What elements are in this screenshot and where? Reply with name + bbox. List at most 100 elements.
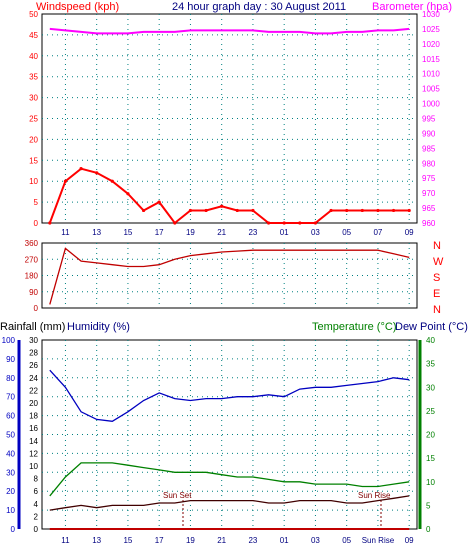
rain-y-tick-label: 6	[34, 487, 39, 496]
sunrise-label: Sun Rise	[358, 491, 391, 500]
windspeed-point	[126, 192, 130, 196]
humidity-y-tick-label: 90	[6, 355, 15, 364]
temp-y-tick-label: 5	[426, 501, 431, 510]
windspeed-point	[204, 208, 208, 213]
dew-title: Dew Point (°C)	[395, 321, 468, 333]
rain-y-tick-label: 0	[34, 525, 39, 534]
thermo-x-tick-label: 19	[186, 536, 195, 545]
rain-y-tick-label: 10	[29, 462, 38, 471]
thermo-x-tick-label: 01	[280, 536, 289, 545]
windspeed-point	[313, 221, 318, 225]
wind-y-tick-label: 35	[29, 73, 38, 82]
temp-y-tick-label: 20	[426, 431, 435, 440]
wind-y-tick-label: 40	[29, 52, 38, 61]
humidity-y-tick-label: 70	[6, 393, 15, 402]
windspeed-point	[220, 204, 224, 208]
temp-y-tick-label: 10	[426, 478, 435, 487]
wind-x-tick-label: 01	[280, 228, 289, 237]
rain-y-tick-label: 18	[29, 412, 38, 421]
humidity-y-tick-label: 80	[6, 374, 15, 383]
windspeed-point	[391, 208, 396, 213]
temp-y-tick-label: 0	[426, 525, 431, 534]
thermo-x-tick-label: 13	[92, 536, 101, 545]
windspeed-point	[48, 221, 52, 225]
dewpoint-line	[49, 495, 410, 511]
rain-y-tick-label: 20	[29, 399, 38, 408]
wind-x-tick-label: 03	[311, 228, 320, 237]
thermo-x-tick-label: 05	[342, 536, 351, 545]
baro-y-tick-label: 1000	[422, 100, 440, 109]
humidity-title: Humidity (%)	[67, 321, 130, 333]
baro-y-tick-label: 990	[422, 129, 436, 138]
rain-y-tick-label: 12	[29, 449, 38, 458]
baro-y-tick-label: 960	[422, 219, 436, 228]
rain-y-tick-label: 30	[29, 336, 38, 345]
windspeed-point	[360, 208, 364, 213]
direction-line	[49, 247, 410, 305]
windspeed-point	[376, 208, 380, 213]
rain-y-tick-label: 22	[29, 386, 38, 395]
wind-x-tick-label: 19	[186, 228, 195, 237]
temp-y-tick-label: 15	[426, 454, 435, 463]
wind-plot-frame	[41, 13, 418, 224]
temp-y-tick-label: 30	[426, 383, 435, 392]
rain-y-tick-label: 2	[34, 512, 39, 521]
humidity-y-tick-label: 0	[11, 525, 16, 534]
date-title: 24 hour graph day : 30 August 2011	[172, 1, 346, 13]
windspeed-point	[157, 200, 161, 204]
windspeed-point	[188, 208, 193, 213]
dir-y-tick-label: 90	[29, 288, 38, 297]
baro-y-tick-label: 1005	[422, 85, 440, 94]
temperature-line	[49, 462, 410, 497]
humidity-y-tick-label: 10	[6, 506, 15, 515]
windspeed-point	[266, 221, 271, 225]
temp-title: Temperature (°C)	[312, 321, 396, 333]
windspeed-point	[298, 221, 302, 225]
sunset-label: Sun Set	[163, 491, 192, 500]
wind-y-tick-label: 20	[29, 135, 38, 144]
compass-e: E	[433, 288, 440, 300]
compass-s: S	[433, 272, 440, 284]
thermo-x-tick-label: 11	[61, 536, 70, 545]
windspeed-point	[110, 179, 114, 183]
humidity-line	[49, 369, 410, 422]
thermo-x-tick-label: 09	[405, 536, 414, 545]
humidity-y-tick-label: 100	[2, 336, 16, 345]
direction-plot-frame	[41, 242, 418, 309]
baro-y-tick-label: 1015	[422, 55, 440, 64]
wind-y-tick-label: 30	[29, 94, 38, 103]
temp-y-tick-label: 40	[426, 336, 435, 345]
baro-y-tick-label: 995	[422, 115, 436, 124]
windspeed-point	[79, 167, 83, 171]
windspeed-point	[141, 208, 146, 213]
windspeed-point	[173, 221, 177, 225]
wind-x-tick-label: 23	[248, 228, 257, 237]
wind-x-tick-label: 21	[217, 228, 226, 237]
baro-y-tick-label: 980	[422, 159, 436, 168]
baro-y-tick-label: 1010	[422, 70, 440, 79]
baro-y-tick-label: 975	[422, 174, 436, 183]
thermo-x-tick-label: 21	[217, 536, 226, 545]
temp-y-tick-label: 35	[426, 360, 435, 369]
windspeed-point	[63, 179, 68, 183]
windspeed-point	[329, 208, 333, 213]
wind-x-tick-label: 07	[373, 228, 382, 237]
humidity-y-tick-label: 50	[6, 431, 15, 440]
wind-x-tick-label: 17	[155, 228, 164, 237]
rain-y-tick-label: 24	[29, 374, 38, 383]
thermo-x-tick-label: 15	[123, 536, 132, 545]
thermo-x-tick-label: Sun Rise	[362, 536, 395, 545]
dir-y-tick-label: 180	[25, 272, 39, 281]
windspeed-point	[235, 208, 239, 213]
baro-y-tick-label: 1025	[422, 25, 440, 34]
rain-y-tick-label: 14	[29, 437, 38, 446]
rain-y-tick-label: 26	[29, 361, 38, 370]
rain-y-tick-label: 8	[34, 475, 39, 484]
wind-x-tick-label: 09	[405, 228, 414, 237]
baro-y-tick-label: 1030	[422, 10, 440, 19]
windspeed-point	[95, 171, 99, 175]
wind-y-tick-label: 5	[34, 198, 39, 207]
dir-y-tick-label: 270	[25, 255, 39, 264]
rain-y-tick-label: 4	[34, 500, 39, 509]
temp-y-tick-label: 25	[426, 407, 435, 416]
